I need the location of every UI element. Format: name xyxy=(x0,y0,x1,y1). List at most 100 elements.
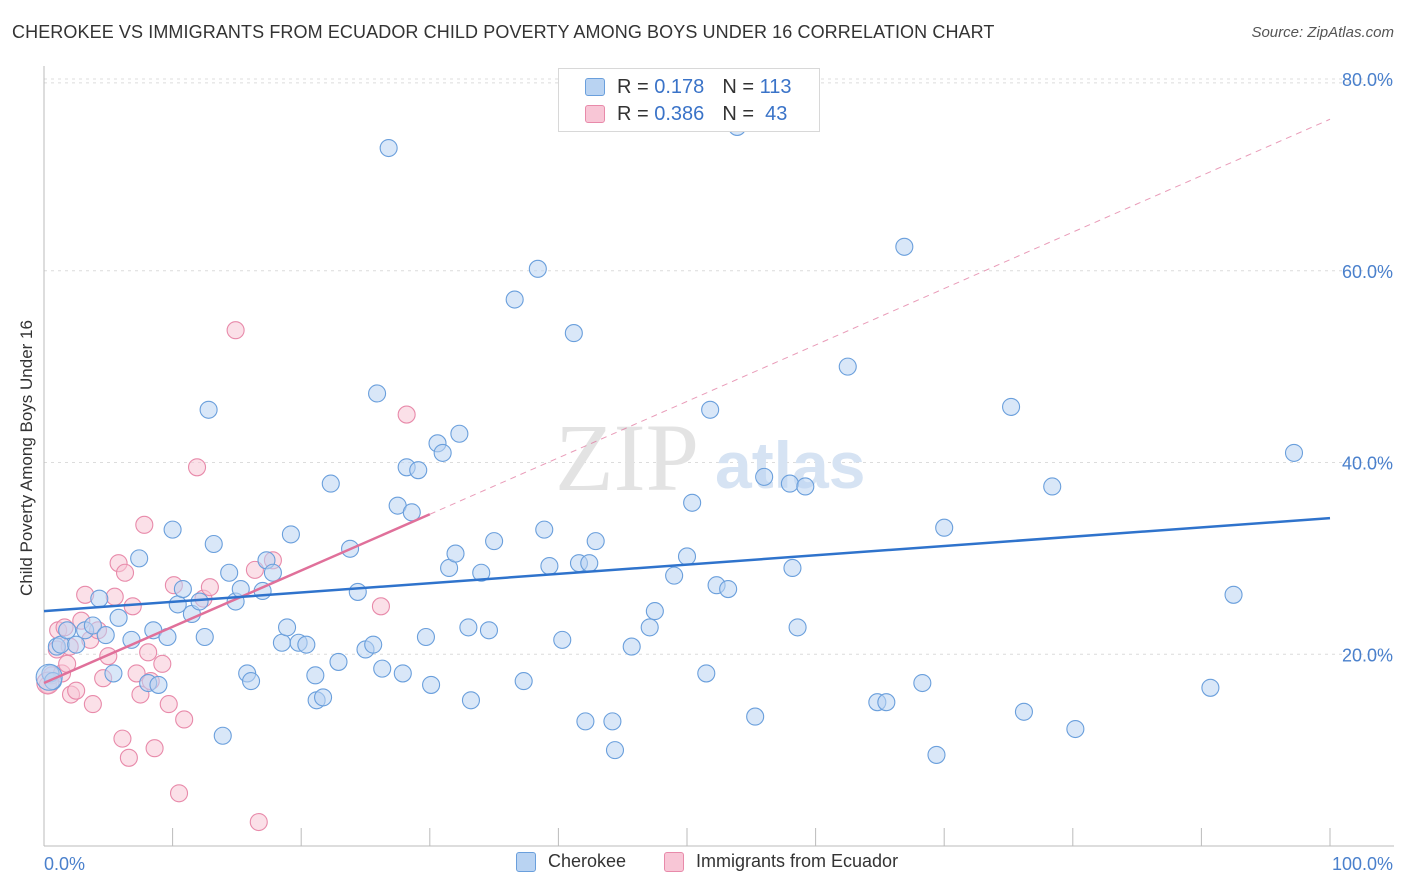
legend-label-ecuador: Immigrants from Ecuador xyxy=(696,851,899,871)
ecuador-point xyxy=(115,563,135,582)
x-tick-label: 0.0% xyxy=(44,854,85,874)
cherokee-point xyxy=(433,443,452,462)
x-tick-label: 100.0% xyxy=(1332,854,1393,874)
r-value: 0.178 xyxy=(654,75,705,98)
ecuador-point xyxy=(83,695,102,714)
cherokee-point xyxy=(603,712,622,731)
ecuador-point xyxy=(226,321,245,340)
ecuador-point xyxy=(249,812,268,832)
cherokee-point xyxy=(459,618,478,637)
ecuador-swatch xyxy=(664,851,684,872)
cherokee-point xyxy=(461,691,481,710)
cherokee-point xyxy=(90,589,109,608)
tick-labels: 20.0% 40.0% 60.0% 80.0% 0.0% 100.0% xyxy=(44,70,1393,874)
cherokee-point xyxy=(479,621,499,640)
cherokee-point xyxy=(272,633,291,652)
legend-item-ecuador[interactable]: Immigrants from Ecuador xyxy=(664,851,898,872)
cherokee-point xyxy=(605,741,625,760)
cherokee-point xyxy=(450,424,469,443)
cherokee-point xyxy=(297,635,316,654)
cherokee-point xyxy=(409,461,428,480)
cherokee-point xyxy=(783,558,802,578)
series-cherokee-points xyxy=(35,117,1304,764)
cherokee-point xyxy=(241,672,261,691)
cherokee-point xyxy=(373,659,392,678)
cherokee-point xyxy=(927,745,946,764)
cherokee-point xyxy=(913,673,932,693)
cherokee-point xyxy=(780,474,799,493)
axes xyxy=(43,66,1394,847)
cherokee-point xyxy=(321,474,340,493)
ecuador-swatch xyxy=(585,105,605,123)
cherokee-point xyxy=(364,635,383,654)
cherokee-point xyxy=(104,664,123,683)
cherokee-point xyxy=(580,554,599,573)
cherokee-point xyxy=(130,549,149,568)
correlation-legend: R = 0.178 N = 113 R = 0.386 N = 43 xyxy=(558,68,820,132)
cherokee-point xyxy=(263,563,282,582)
ecuador-point xyxy=(113,729,132,748)
cherokee-point xyxy=(838,357,857,376)
cherokee-point xyxy=(1066,719,1085,739)
cherokee-point xyxy=(1002,397,1021,416)
cherokee-point xyxy=(586,532,605,551)
cherokee-point xyxy=(746,707,765,726)
cherokee-point xyxy=(163,520,182,539)
ecuador-trend-line xyxy=(43,513,431,685)
ecuador-point xyxy=(371,597,390,616)
cherokee-point xyxy=(485,532,504,551)
ecuador-point xyxy=(139,643,158,662)
cherokee-point xyxy=(701,400,720,419)
cherokee-point xyxy=(416,627,435,647)
cherokee-swatch xyxy=(585,78,605,96)
cherokee-trend-line xyxy=(43,516,1331,613)
cherokee-point xyxy=(677,547,697,566)
cherokee-point xyxy=(379,138,398,158)
cherokee-point xyxy=(665,566,684,585)
cherokee-point xyxy=(446,544,465,563)
chart-title: CHEROKEE VS IMMIGRANTS FROM ECUADOR CHIL… xyxy=(12,22,995,42)
ecuador-point xyxy=(119,748,138,767)
watermark: ZIP atlas xyxy=(555,404,865,511)
cherokee-point xyxy=(877,693,896,712)
cherokee-point xyxy=(199,400,218,419)
cherokee-point xyxy=(535,520,554,539)
legend-row-ecuador: R = 0.386 N = 43 xyxy=(585,102,787,126)
cherokee-point xyxy=(796,477,815,496)
cherokee-point xyxy=(935,518,954,537)
ecuador-point xyxy=(105,587,124,606)
cherokee-point xyxy=(564,324,583,343)
cherokee-point xyxy=(645,602,664,621)
ecuador-point xyxy=(200,578,219,597)
ecuador-point xyxy=(175,710,194,729)
r-label: R = xyxy=(617,75,649,98)
cherokee-point xyxy=(755,467,774,486)
cherokee-point xyxy=(622,637,641,656)
trend-lines xyxy=(43,118,1331,685)
cherokee-point xyxy=(58,621,77,640)
y-tick-label: 20.0% xyxy=(1342,645,1393,665)
cherokee-point xyxy=(83,616,102,635)
ecuador-point xyxy=(127,664,146,683)
cherokee-point xyxy=(348,582,367,601)
cherokee-point xyxy=(576,712,595,731)
n-label: N = xyxy=(722,102,754,125)
cherokee-point xyxy=(472,563,491,582)
cherokee-point xyxy=(314,688,333,707)
n-value: 113 xyxy=(759,75,792,98)
r-label: R = xyxy=(617,102,649,125)
n-label: N = xyxy=(722,75,754,98)
legend-item-cherokee[interactable]: Cherokee xyxy=(516,851,626,872)
source-label: Source: ZipAtlas.com xyxy=(1251,24,1394,41)
cherokee-point xyxy=(1201,678,1220,697)
r-value: 0.386 xyxy=(654,102,705,125)
cherokee-point xyxy=(220,563,239,582)
cherokee-point xyxy=(540,556,559,576)
cherokee-point xyxy=(683,493,702,512)
cherokee-point xyxy=(697,664,716,683)
cherokee-point xyxy=(505,290,524,309)
cherokee-point xyxy=(96,626,115,645)
n-value: 43 xyxy=(765,102,788,125)
cherokee-point xyxy=(895,237,914,256)
